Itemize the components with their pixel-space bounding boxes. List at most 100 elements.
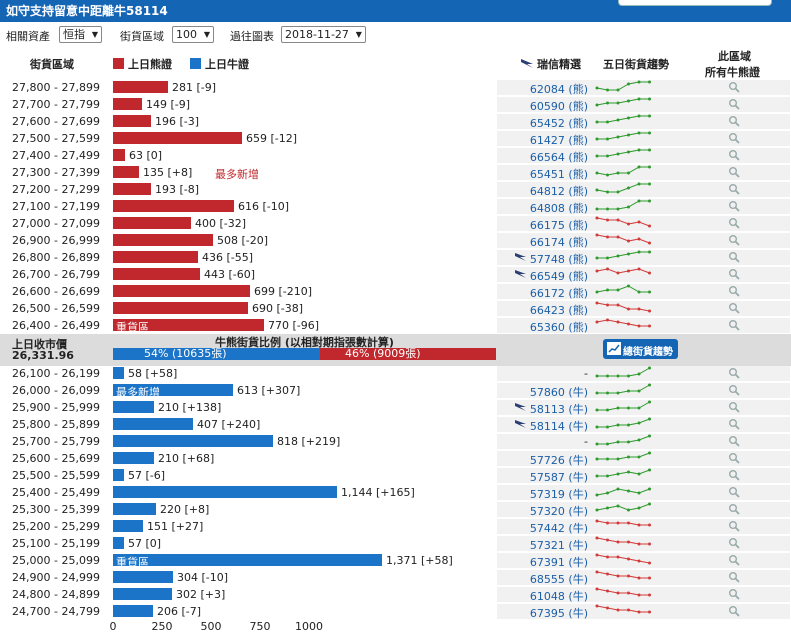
pick-code-link[interactable]: 57748 (熊) [529, 253, 588, 266]
pick-code-link[interactable]: 58113 (牛) [529, 403, 588, 416]
search-input[interactable] [618, 0, 772, 6]
search-icon[interactable] [728, 605, 740, 617]
zone-range: 24,700 - 24,799 [12, 605, 100, 618]
trend-sparkline [595, 97, 651, 107]
search-icon[interactable] [728, 166, 740, 178]
search-icon[interactable] [728, 115, 740, 127]
search-icon[interactable] [728, 554, 740, 566]
trend-line [596, 571, 650, 579]
pick-code-link[interactable]: 66564 (熊) [529, 151, 588, 164]
search-icon[interactable] [728, 401, 740, 413]
pick-code-link[interactable]: 65452 (熊) [529, 117, 588, 130]
pick-code-link[interactable]: 67395 (牛) [529, 607, 588, 620]
search-icon[interactable] [728, 367, 740, 379]
bear-row: 26,900 - 26,999 508 [-20] 66174 (熊) [0, 232, 791, 249]
search-icon[interactable] [728, 503, 740, 515]
bar-value-number: 57 [128, 469, 142, 482]
trend-point [595, 120, 599, 124]
trend-point [616, 423, 620, 427]
search-icon[interactable] [728, 251, 740, 263]
bull-row: 25,200 - 25,299 151 [+27] 57442 (牛) [0, 518, 791, 535]
zone-range: 27,300 - 27,399 [12, 166, 100, 179]
pick-cell [497, 451, 790, 466]
pick-code-link[interactable]: 65360 (熊) [529, 321, 588, 334]
pick-code-link[interactable]: 64808 (熊) [529, 202, 588, 215]
pick-code-link[interactable]: 57442 (牛) [529, 522, 588, 535]
close-price-value: 26,331.96 [12, 349, 74, 362]
bear-row: 27,400 - 27,499 63 [0] 66564 (熊) [0, 147, 791, 164]
pick-code-link[interactable]: 57319 (牛) [529, 488, 588, 501]
search-icon[interactable] [728, 302, 740, 314]
trend-point [648, 576, 651, 580]
trend-point [616, 521, 620, 525]
bar-value: 206 [-7] [157, 605, 201, 618]
bull-bar [113, 435, 273, 447]
pick-code-link[interactable]: 57321 (牛) [529, 539, 588, 552]
search-icon[interactable] [728, 537, 740, 549]
search-icon[interactable] [728, 384, 740, 396]
pick-code-link[interactable]: 67391 (牛) [529, 556, 588, 569]
search-icon[interactable] [728, 588, 740, 600]
trend-point [595, 269, 599, 273]
bar-value-change: [+68] [179, 452, 215, 465]
pick-code-link[interactable]: 61048 (牛) [529, 590, 588, 603]
pick-code-link[interactable]: 66174 (熊) [529, 236, 588, 249]
trend-point [648, 383, 651, 387]
search-icon[interactable] [728, 486, 740, 498]
search-icon[interactable] [728, 183, 740, 195]
pick-code-link[interactable]: 57320 (牛) [529, 505, 588, 518]
bar-value: 690 [-38] [252, 302, 303, 315]
pick-code-link[interactable]: 66175 (熊) [529, 219, 588, 232]
trend-point [648, 610, 651, 614]
search-icon[interactable] [728, 418, 740, 430]
search-icon[interactable] [728, 149, 740, 161]
search-icon[interactable] [728, 452, 740, 464]
pick-code-link[interactable]: 68555 (牛) [529, 573, 588, 586]
pick-code-link[interactable]: 57726 (牛) [529, 454, 588, 467]
pick-code-link[interactable]: 58114 (牛) [529, 420, 588, 433]
trend-point [637, 455, 641, 459]
date-select[interactable]: 2018-11-27 [281, 26, 366, 43]
search-icon[interactable] [728, 98, 740, 110]
pick-code-link[interactable]: 64812 (熊) [529, 185, 588, 198]
total-trend-button[interactable]: 總街貨趨勢 [603, 339, 678, 359]
bar-value: 613 [+307] [237, 384, 300, 397]
search-icon[interactable] [728, 285, 740, 297]
search-icon[interactable] [728, 319, 740, 331]
trend-line [597, 418, 650, 428]
pick-code-link[interactable]: 60590 (熊) [529, 100, 588, 113]
zone-range: 24,800 - 24,899 [12, 588, 100, 601]
search-icon[interactable] [728, 200, 740, 212]
pick-cell [497, 250, 790, 265]
search-icon[interactable] [728, 520, 740, 532]
pick-flag-icon [515, 253, 526, 261]
asset-select[interactable]: 恒指 [59, 26, 102, 43]
trend-point [627, 322, 630, 326]
zone-select[interactable]: 100 [172, 26, 214, 43]
search-icon[interactable] [728, 234, 740, 246]
pick-code-link[interactable]: - [584, 367, 588, 380]
search-icon[interactable] [728, 435, 740, 447]
pick-code-link[interactable]: 57860 (牛) [529, 386, 588, 399]
pick-code-link[interactable]: 65451 (熊) [529, 168, 588, 181]
bear-row: 27,500 - 27,599 659 [-12] 61427 (熊) [0, 130, 791, 147]
trend-point [616, 254, 620, 258]
search-icon[interactable] [728, 268, 740, 280]
pick-code-link[interactable]: 61427 (熊) [529, 134, 588, 147]
search-icon[interactable] [728, 571, 740, 583]
search-icon[interactable] [728, 469, 740, 481]
pick-code-link[interactable]: 57587 (牛) [529, 471, 588, 484]
trend-point [627, 171, 630, 175]
trend-point [637, 576, 641, 580]
pick-cell [497, 417, 790, 432]
pick-code-link[interactable]: 62084 (熊) [529, 83, 588, 96]
bar-value-change: [+3] [197, 588, 226, 601]
pick-code-link[interactable]: 66172 (熊) [529, 287, 588, 300]
search-icon[interactable] [728, 217, 740, 229]
search-icon[interactable] [728, 81, 740, 93]
search-icon[interactable] [728, 132, 740, 144]
pick-code-link[interactable]: 66423 (熊) [529, 304, 588, 317]
pick-code-link[interactable]: - [584, 435, 588, 448]
pick-code-link[interactable]: 66549 (熊) [529, 270, 588, 283]
bear-bar [113, 98, 142, 110]
